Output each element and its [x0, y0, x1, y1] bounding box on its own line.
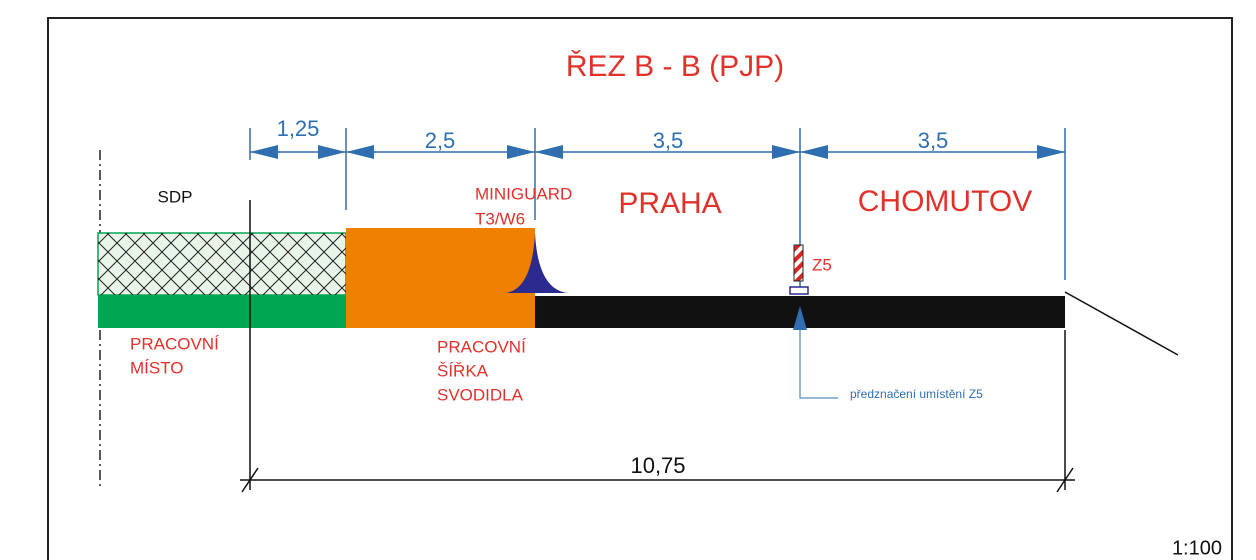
barrier-label: SVODIDLA	[437, 385, 524, 404]
leader	[799, 330, 838, 399]
hatch	[98, 233, 346, 295]
miniguard-label: MINIGUARD	[475, 184, 572, 203]
dimension-label: 2,5	[425, 128, 456, 153]
z5-base	[789, 286, 809, 295]
slope	[1064, 291, 1179, 356]
barrier-width	[346, 228, 535, 328]
work-label: MÍSTO	[130, 358, 184, 377]
dimension-lines	[249, 128, 1066, 290]
total-dimension	[240, 467, 1075, 493]
z5-note: předznačení umístění Z5	[850, 387, 983, 401]
scale-label: 1:100	[1172, 537, 1222, 559]
barrier-label: ŠÍŘKA	[437, 361, 489, 380]
work-label: PRACOVNÍ	[130, 334, 219, 353]
title: ŘEZ B - B (PJP)	[566, 50, 784, 83]
miniguard-label: T3/W6	[475, 209, 525, 228]
frame	[47, 17, 1233, 560]
miniguard	[505, 233, 568, 293]
direction-label: CHOMUTOV	[858, 185, 1032, 218]
dimension-label: 3,5	[918, 128, 949, 153]
barrier-label: PRACOVNÍ	[437, 337, 526, 356]
dimension-arrows	[250, 145, 1065, 159]
z5-arrow	[793, 306, 807, 330]
z5-label: Z5	[812, 255, 832, 274]
direction-label: PRAHA	[618, 187, 721, 220]
z5-post	[793, 244, 804, 282]
sdp-label: SDP	[158, 187, 193, 206]
dimension-label: 1,25	[277, 116, 320, 141]
total-label: 10,75	[630, 453, 685, 478]
green-strip	[98, 295, 346, 328]
dimension-label: 3,5	[653, 128, 684, 153]
